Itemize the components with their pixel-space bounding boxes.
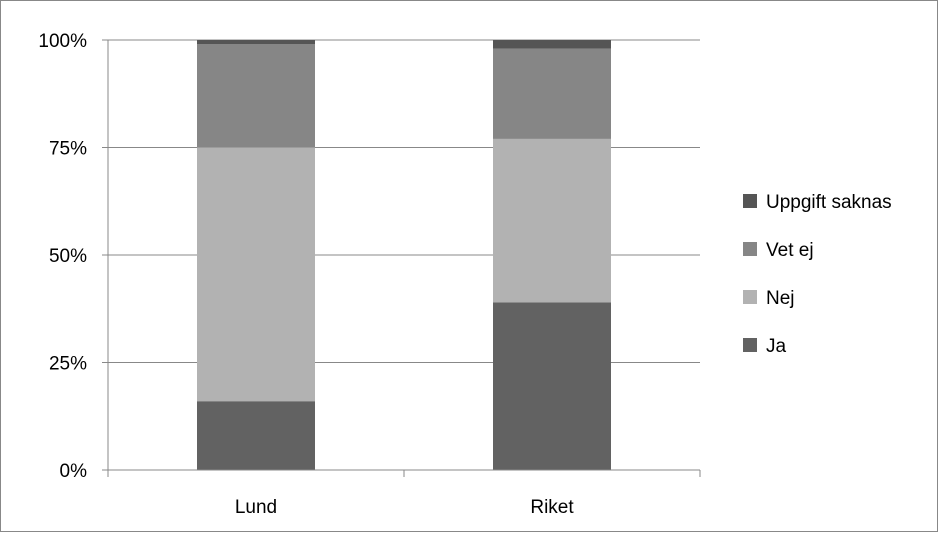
legend-swatch [743,338,757,352]
bar-segment-nej-riket [493,138,611,303]
bar-segment-uppgift-saknas-riket [493,40,611,49]
y-tick-label: 75% [49,139,87,160]
legend-swatch [743,242,757,256]
category-label: Lund [235,497,277,518]
legend-label: Uppgift saknas [766,192,892,213]
bar-segment-uppgift-saknas-lund [197,40,315,45]
y-axis-tick-labels: 0% 25% 50% 75% 100% [38,31,87,482]
bar-segment-nej-lund [197,147,315,402]
y-tick-label: 50% [49,246,87,267]
axes [102,39,701,477]
legend-label: Nej [766,288,795,309]
bar-segment-ja-riket [493,302,611,470]
legend-swatch [743,194,757,208]
bars [197,40,611,470]
y-tick-label: 0% [60,461,88,482]
y-tick-label: 25% [49,354,87,375]
y-tick-label: 100% [38,31,87,52]
legend-swatch [743,290,757,304]
legend-label: Vet ej [766,240,814,261]
bar-segment-vet-ej-riket [493,48,611,139]
legend-label: Ja [766,336,787,357]
legend: Uppgift saknas Vet ej Nej Ja [743,192,892,357]
category-label: Riket [530,497,574,518]
bar-segment-ja-lund [197,401,315,470]
x-axis-category-labels: Lund Riket [235,497,575,518]
bar-segment-vet-ej-lund [197,44,315,148]
